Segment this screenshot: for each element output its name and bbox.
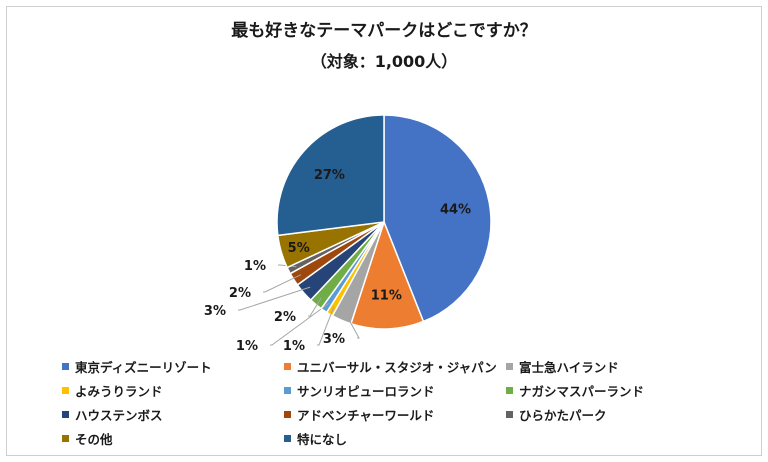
legend-label: ナガシマスパーランド — [519, 383, 645, 399]
legend-label: その他 — [75, 431, 113, 447]
leader-line — [270, 302, 329, 346]
data-label: 44% — [440, 202, 471, 217]
legend-item: ナガシマスパーランド — [506, 382, 728, 399]
chart-title: 最も好きなテーマパークはどこですか？ — [231, 21, 537, 41]
legend-label: ひらかたパーク — [519, 407, 607, 423]
legend-item: ユニバーサル・スタジオ・ジャパン — [284, 358, 506, 375]
data-label: 3% — [204, 304, 226, 319]
legend-swatch — [284, 410, 291, 418]
legend-item: アドベンチャーワールド — [284, 406, 506, 423]
pie-slice — [349, 219, 425, 330]
data-label: 3% — [323, 332, 345, 347]
data-label: 2% — [229, 286, 251, 301]
legend-label: 特になし — [297, 431, 348, 447]
legend-item: ひらかたパーク — [506, 406, 728, 423]
data-label: 2% — [274, 310, 296, 325]
legend-swatch — [506, 362, 513, 370]
data-label: 1% — [244, 259, 266, 274]
legend-item: 東京ディズニーリゾート — [62, 358, 284, 375]
legend-swatch — [284, 386, 291, 394]
legend-item: よみうりランド — [62, 382, 284, 399]
legend-swatch — [62, 386, 69, 394]
legend-swatch — [506, 386, 513, 394]
legend-label: ハウステンボス — [75, 407, 163, 423]
legend-swatch — [284, 434, 291, 442]
legend-swatch — [62, 410, 69, 418]
leader-line — [238, 286, 311, 311]
data-label: 11% — [371, 289, 402, 304]
legend-swatch — [62, 434, 69, 442]
legend-item: 特になし — [284, 430, 506, 447]
legend-item: ハウステンボス — [62, 406, 284, 423]
chart-legend: 東京ディズニーリゾート ユニバーサル・スタジオ・ジャパン 富士急ハイランドよみうりラ… — [62, 358, 728, 447]
data-label: 5% — [288, 241, 310, 256]
leader-line — [308, 297, 322, 317]
legend-item: 富士急ハイランド — [506, 358, 728, 375]
leader-line — [263, 274, 302, 293]
legend-label: 富士急ハイランド — [519, 359, 619, 375]
leader-line — [317, 306, 335, 346]
chart-subtitle: （対象：1,000人） — [310, 52, 458, 71]
legend-item: その他 — [62, 430, 284, 447]
legend-swatch — [62, 362, 69, 370]
legend-label: 東京ディズニーリゾート — [75, 359, 212, 375]
legend-label: アドベンチャーワールド — [297, 407, 435, 423]
legend-label: よみうりランド — [75, 383, 163, 399]
legend-swatch — [284, 362, 291, 370]
legend-label: サンリオピューロランド — [297, 383, 435, 399]
pie-slice — [383, 114, 492, 323]
legend-label: ユニバーサル・スタジオ・ジャパン — [297, 359, 497, 375]
legend-swatch — [506, 410, 513, 418]
legend-item: サンリオピューロランド — [284, 382, 506, 399]
pie-slice — [276, 114, 385, 237]
leader-line — [344, 312, 360, 339]
data-label: 1% — [283, 339, 305, 354]
data-label: 1% — [236, 339, 258, 354]
data-label: 27% — [314, 168, 345, 183]
